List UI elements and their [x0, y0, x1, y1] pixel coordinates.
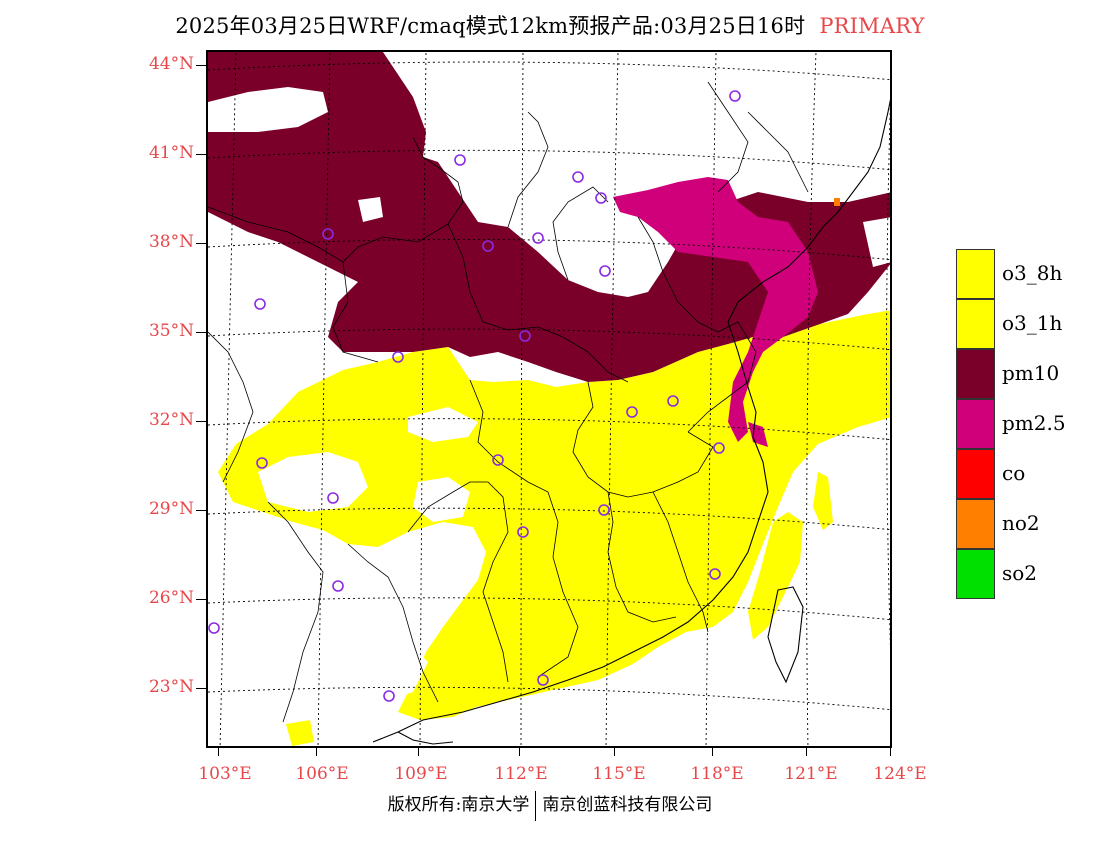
lon-tick: [806, 748, 807, 756]
pm10-holes: [208, 72, 890, 290]
lat-tick: [196, 421, 206, 422]
legend-swatch: [956, 349, 995, 399]
lat-tick: [196, 154, 206, 155]
forecast-map: [206, 50, 892, 748]
legend-label: so2: [1002, 561, 1038, 585]
pm10-region: [208, 52, 890, 382]
lat-tick: [196, 688, 206, 689]
lon-tick: [316, 748, 317, 756]
longitude-label: 115°E: [592, 764, 646, 784]
lon-tick: [614, 748, 615, 756]
longitude-label: 103°E: [198, 764, 252, 784]
latitude-label: 29°N: [148, 499, 194, 519]
longitude-label: 106°E: [295, 764, 349, 784]
copyright-left: 版权所有:南京大学: [387, 795, 530, 815]
legend-label: o3_1h: [1002, 311, 1063, 335]
legend-label: pm2.5: [1002, 411, 1066, 435]
lon-tick: [218, 748, 219, 756]
legend-label: pm10: [1002, 361, 1060, 385]
o3-holes: [223, 407, 478, 717]
longitude-label: 118°E: [690, 764, 744, 784]
title-primary-tag: PRIMARY: [819, 14, 925, 38]
lon-tick: [890, 748, 891, 756]
longitude-label: 124°E: [873, 764, 927, 784]
legend-swatch: [956, 399, 995, 449]
latitude-label: 35°N: [148, 321, 194, 341]
longitude-label: 121°E: [784, 764, 838, 784]
longitude-label: 112°E: [494, 764, 548, 784]
copyright-divider: [535, 790, 537, 821]
legend-swatch: [956, 499, 995, 549]
lat-tick: [196, 65, 206, 66]
latitude-label: 38°N: [148, 232, 194, 252]
copyright-right: 南京创蓝科技有限公司: [542, 795, 713, 815]
lon-tick: [519, 748, 520, 756]
lat-tick: [196, 599, 206, 600]
latitude-label: 44°N: [148, 54, 194, 74]
legend-swatch: [956, 549, 995, 599]
map-title: 2025年03月25日WRF/cmaq模式12km预报产品:03月25日16时 P…: [0, 10, 1100, 40]
latitude-label: 41°N: [148, 143, 194, 163]
lat-tick: [196, 332, 206, 333]
no2-spot: [834, 198, 840, 206]
province-boundaries: [208, 81, 809, 723]
lat-tick: [196, 510, 206, 511]
title-text: 2025年03月25日WRF/cmaq模式12km预报产品:03月25日16时: [175, 14, 806, 38]
legend-swatch: [956, 299, 995, 349]
legend-label: co: [1002, 461, 1026, 485]
map-canvas: [208, 52, 890, 746]
lon-tick: [712, 748, 713, 756]
legend-swatch: [956, 249, 995, 299]
legend-label: no2: [1002, 511, 1040, 535]
latitude-label: 32°N: [148, 410, 194, 430]
copyright: 版权所有:南京大学 南京创蓝科技有限公司: [0, 790, 1100, 821]
legend-swatch: [956, 449, 995, 499]
coastline: [372, 99, 890, 745]
latitude-label: 26°N: [148, 588, 194, 608]
station-markers: [208, 90, 741, 702]
longitude-label: 109°E: [394, 764, 448, 784]
lat-tick: [196, 243, 206, 244]
latitude-label: 23°N: [148, 677, 194, 697]
lon-tick: [418, 748, 419, 756]
legend-label: o3_8h: [1002, 261, 1063, 285]
